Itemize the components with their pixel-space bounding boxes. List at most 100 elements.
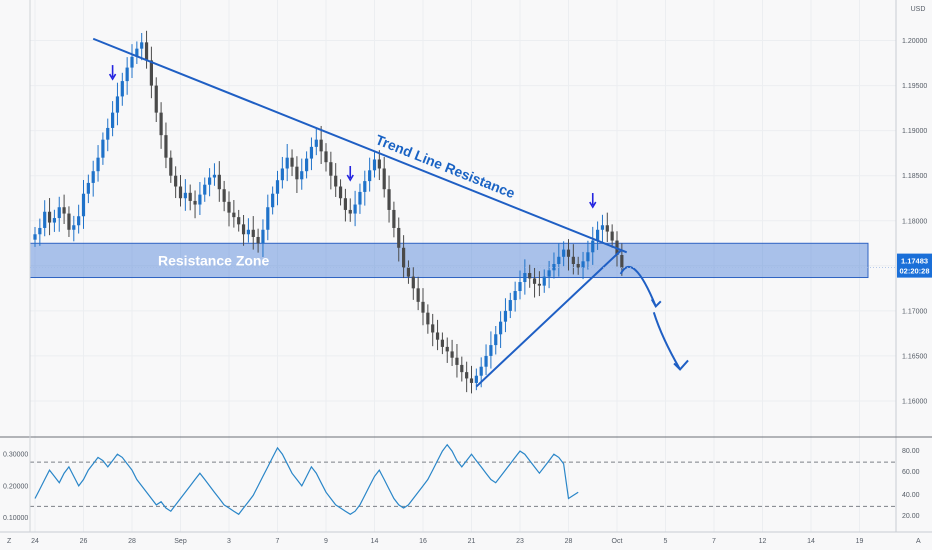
candle-body [435, 332, 440, 340]
candle-body [523, 273, 527, 283]
candle-body [96, 157, 100, 172]
candle-body [271, 193, 275, 208]
candle-body [266, 207, 270, 230]
time-tick-label: 28 [128, 538, 136, 545]
candle-body [547, 270, 551, 277]
candle-body [411, 276, 415, 289]
price-tick-label: 1.18500 [902, 173, 927, 180]
time-tick-label: 26 [80, 538, 88, 545]
candle-body [532, 278, 537, 284]
oscillator-right-tick-label: 40.00 [902, 492, 920, 499]
price-tick-label: 1.19000 [902, 128, 927, 135]
candle-body [450, 351, 454, 358]
candle-body [455, 357, 459, 365]
candle-body [212, 174, 217, 178]
candle-body [285, 157, 289, 169]
candle-body [111, 112, 115, 128]
candle-body [208, 177, 212, 185]
candle-body [552, 264, 556, 271]
candle-body [237, 217, 241, 225]
candle-body [605, 225, 609, 232]
candle-body [193, 200, 197, 205]
oscillator-left-tick-label: 0.10000 [3, 515, 28, 522]
candle-body [232, 212, 236, 218]
candle-body [144, 42, 149, 61]
candle-body [309, 146, 314, 159]
candle-body [610, 231, 614, 241]
time-tick-label: 14 [371, 538, 379, 545]
candle-body [494, 334, 498, 346]
candle-body [62, 207, 66, 214]
price-tick-label: 1.18000 [902, 218, 927, 225]
candle-body [338, 186, 343, 199]
x-corner-label: A [916, 538, 921, 545]
candle-body [290, 157, 294, 167]
candle-body [445, 346, 449, 352]
ascending-support-line [475, 248, 623, 388]
candle-body [431, 324, 435, 333]
projection-arrow-head [650, 298, 662, 308]
time-tick-label: 16 [419, 538, 427, 545]
candle-body [348, 209, 352, 214]
candle-body [402, 247, 406, 268]
candle-body [125, 67, 129, 82]
candle-body [120, 81, 124, 97]
candle-body [528, 273, 532, 279]
candle-body [484, 355, 488, 367]
price-tick-label: 1.16500 [902, 353, 927, 360]
time-tick-label: 12 [759, 538, 767, 545]
candle-body [513, 291, 517, 301]
time-tick-label: 7 [712, 538, 716, 545]
candle-body [392, 209, 396, 228]
down-arrow-marker-head [589, 201, 597, 209]
oscillator-right-tick-label: 80.00 [902, 448, 920, 455]
candle-body [149, 60, 153, 86]
candle-body [52, 218, 56, 223]
price-tick-label: 1.19500 [902, 83, 927, 90]
candle-body [154, 85, 158, 113]
candle-body [305, 158, 309, 172]
candle-body [387, 189, 391, 210]
candle-body [227, 201, 231, 213]
candle-body [67, 213, 71, 230]
oscillator-right-tick-label: 60.00 [902, 469, 920, 476]
trend-line-resistance [92, 37, 628, 254]
candle-body [77, 216, 81, 226]
candle-body [358, 191, 362, 205]
candle-body [188, 192, 192, 201]
projection-arc [619, 265, 657, 307]
candle-body [38, 227, 42, 235]
candle-body [377, 159, 381, 169]
candle-body [581, 261, 585, 268]
candle-body [198, 194, 202, 205]
candle-body [43, 211, 47, 228]
candle-body [86, 182, 90, 194]
candle-body [566, 249, 571, 257]
candle-body [217, 174, 221, 190]
oscillator-line [34, 443, 579, 516]
candle-body [319, 139, 323, 152]
time-tick-label: 28 [565, 538, 573, 545]
projection-drop [652, 312, 681, 370]
candle-body [159, 112, 163, 136]
candle-body [426, 312, 430, 325]
candle-body [343, 198, 347, 210]
price-tick-label: 1.20000 [902, 38, 927, 45]
candle-body [130, 56, 134, 68]
candle-body [353, 204, 357, 214]
candle-body [280, 168, 284, 181]
candle-body [246, 229, 250, 235]
candle-body [503, 310, 508, 322]
candle-body [518, 282, 522, 292]
time-tick-label: 9 [324, 538, 328, 545]
candle-body [397, 227, 401, 248]
candle-body [178, 186, 183, 199]
time-tick-label: Oct [612, 538, 623, 545]
time-tick-label: 24 [31, 538, 39, 545]
candle-body [591, 240, 595, 253]
oscillator-left-tick-label: 0.20000 [3, 483, 28, 490]
candle-body [256, 236, 260, 244]
oscillator-left-tick-label: 0.30000 [3, 452, 28, 459]
